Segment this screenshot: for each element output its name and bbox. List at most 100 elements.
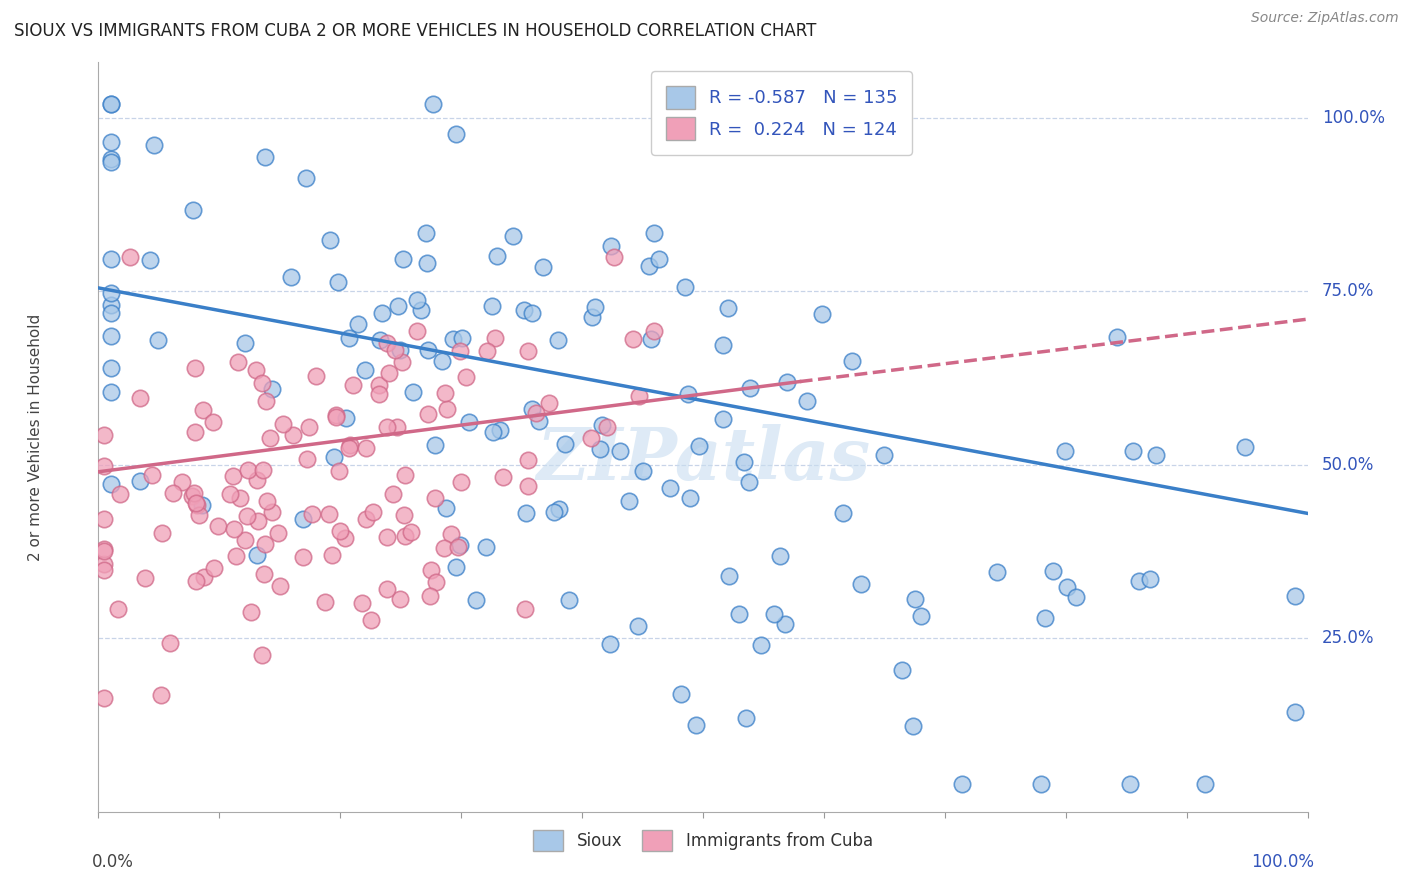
Point xyxy=(253,566,276,581)
Point xyxy=(246,514,269,528)
Point xyxy=(93,563,115,577)
Point xyxy=(901,719,924,733)
Point xyxy=(329,524,352,538)
Point xyxy=(425,575,447,590)
Point xyxy=(325,408,347,422)
Point xyxy=(1284,706,1306,720)
Point xyxy=(481,425,503,439)
Point xyxy=(599,636,621,650)
Point xyxy=(796,393,818,408)
Point xyxy=(1144,448,1167,462)
Point xyxy=(415,226,437,240)
Point xyxy=(325,410,347,425)
Point xyxy=(717,569,740,583)
Point xyxy=(621,332,644,346)
Point xyxy=(1139,572,1161,586)
Point xyxy=(849,576,872,591)
Point xyxy=(159,635,181,649)
Point xyxy=(547,333,569,347)
Point xyxy=(181,489,204,503)
Point xyxy=(118,250,141,264)
Point xyxy=(322,450,344,464)
Point xyxy=(950,777,973,791)
Point xyxy=(502,229,524,244)
Point xyxy=(433,541,456,555)
Point xyxy=(93,691,115,706)
Point xyxy=(423,491,446,506)
Point xyxy=(416,343,439,357)
Point xyxy=(434,500,457,515)
Point xyxy=(433,385,456,400)
Point xyxy=(100,329,122,343)
Point xyxy=(1064,590,1087,604)
Point xyxy=(416,408,439,422)
Point xyxy=(422,97,444,112)
Point xyxy=(305,369,328,384)
Point xyxy=(314,595,336,609)
Point xyxy=(391,252,413,267)
Point xyxy=(517,479,540,493)
Point xyxy=(222,469,245,483)
Point xyxy=(543,505,565,519)
Point xyxy=(375,582,398,596)
Point xyxy=(740,381,762,395)
Point xyxy=(1128,574,1150,589)
Point xyxy=(361,505,384,519)
Text: 100.0%: 100.0% xyxy=(1322,109,1385,127)
Point xyxy=(600,239,623,253)
Point xyxy=(1194,777,1216,791)
Point xyxy=(333,531,356,545)
Point xyxy=(986,565,1008,579)
Point xyxy=(382,487,405,501)
Point xyxy=(633,464,655,478)
Point xyxy=(638,259,661,273)
Point xyxy=(1122,443,1144,458)
Point xyxy=(524,406,547,420)
Point xyxy=(558,593,581,607)
Point xyxy=(910,609,932,624)
Point xyxy=(254,536,277,550)
Point xyxy=(527,414,550,428)
Point xyxy=(617,494,640,508)
Point xyxy=(250,648,273,662)
Point xyxy=(273,417,295,432)
Point xyxy=(252,376,274,391)
Text: 25.0%: 25.0% xyxy=(1322,629,1375,648)
Point xyxy=(643,226,665,240)
Point xyxy=(522,306,544,320)
Point xyxy=(228,354,250,368)
Point xyxy=(768,549,790,564)
Point xyxy=(267,525,290,540)
Point xyxy=(183,486,205,500)
Point xyxy=(170,475,193,489)
Point xyxy=(201,415,224,429)
Point xyxy=(749,638,772,652)
Point xyxy=(347,317,370,331)
Point xyxy=(1042,564,1064,578)
Point xyxy=(394,508,416,523)
Point xyxy=(904,592,927,607)
Point xyxy=(515,506,537,520)
Point xyxy=(440,527,463,541)
Point xyxy=(202,560,225,574)
Point xyxy=(451,331,474,345)
Point xyxy=(141,467,163,482)
Point xyxy=(100,135,122,149)
Point xyxy=(387,299,409,313)
Point xyxy=(391,355,413,369)
Point xyxy=(425,438,447,452)
Point xyxy=(375,336,398,351)
Point xyxy=(238,463,260,477)
Point xyxy=(187,508,209,523)
Point xyxy=(450,475,472,489)
Point xyxy=(339,438,361,452)
Point xyxy=(100,97,122,112)
Point xyxy=(262,505,284,519)
Point xyxy=(184,425,207,439)
Point xyxy=(328,275,350,289)
Point xyxy=(717,301,740,316)
Point xyxy=(389,343,412,357)
Point xyxy=(350,596,373,610)
Point xyxy=(225,549,247,563)
Point xyxy=(454,369,477,384)
